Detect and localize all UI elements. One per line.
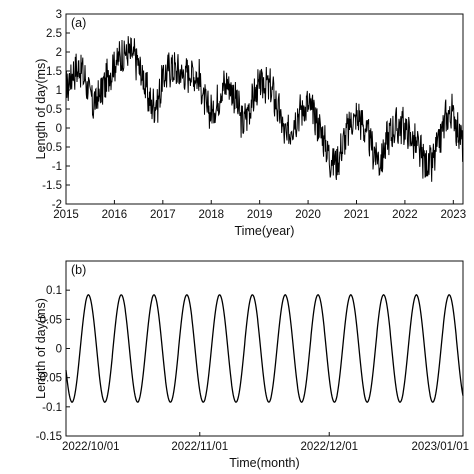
panel-label-b: (b)	[71, 263, 86, 277]
x-axis-ticks-b: 2022/10/01 2022/11/01 2022/12/01 2023/01/01	[62, 432, 469, 453]
panel-label-a: (a)	[71, 16, 86, 30]
y-axis-ticks-b: 0.1 0.05 0 -0.05 -0.1 -0.15	[36, 285, 70, 443]
series-line-b	[65, 294, 464, 403]
y-axis-title-a: Length of day(ms)	[34, 59, 48, 160]
x-tick-label: 2019	[247, 209, 273, 221]
y-tick-label: 1.5	[46, 66, 62, 78]
y-tick-label: 2	[56, 47, 62, 59]
x-tick-label: 2017	[150, 209, 176, 221]
x-tick-label: 2022/12/01	[300, 441, 358, 453]
y-tick-label: 1	[56, 85, 62, 97]
x-tick-label: 2018	[198, 209, 224, 221]
series-line-a	[65, 36, 464, 182]
x-tick-label: 2022/10/01	[62, 441, 120, 453]
y-axis-title-b: Length of day(ms)	[34, 298, 48, 399]
y-tick-label: 0.1	[46, 285, 62, 297]
y-tick-label: 3	[56, 9, 62, 21]
x-tick-label: 2021	[344, 209, 370, 221]
chart-panel-b: (b) Time(month) Length of day(ms) 2022/1…	[34, 260, 469, 470]
x-tick-label: 2023	[441, 209, 467, 221]
y-tick-label: -1	[52, 161, 62, 173]
y-tick-label: 0.5	[46, 104, 62, 116]
y-tick-label: 0	[56, 344, 62, 356]
y-tick-label: -0.5	[42, 142, 62, 154]
y-tick-label: 0.05	[40, 314, 62, 326]
chart-panel-a: (a) Time(year) Length of day(ms) 2015 201…	[34, 9, 466, 238]
x-axis-ticks-a: 2015 2016 2017 2018 2019 2020 2021 2022 2023	[53, 200, 466, 221]
y-tick-label: -0.1	[42, 402, 62, 414]
x-tick-label: 2023/01/01	[411, 441, 469, 453]
y-axis-ticks-a: 3 2.5 2 1.5 1 0.5 0 -0.5 -1 -1.5 -2	[42, 9, 70, 211]
x-tick-label: 2020	[295, 209, 321, 221]
x-tick-label: 2022	[392, 209, 418, 221]
y-tick-label: -1.5	[42, 180, 62, 192]
y-tick-label: -2	[52, 199, 62, 211]
x-tick-label: 2016	[102, 209, 128, 221]
y-tick-label: 0	[56, 123, 62, 135]
plot-frame-b	[65, 260, 464, 437]
x-axis-title-a: Time(year)	[235, 224, 295, 238]
y-tick-label: -0.05	[36, 373, 62, 385]
x-axis-title-b: Time(month)	[229, 456, 299, 470]
y-tick-label: -0.15	[36, 431, 62, 443]
y-tick-label: 2.5	[46, 28, 62, 40]
x-tick-label: 2022/11/01	[171, 441, 228, 453]
x-tick-label: 2015	[53, 209, 79, 221]
